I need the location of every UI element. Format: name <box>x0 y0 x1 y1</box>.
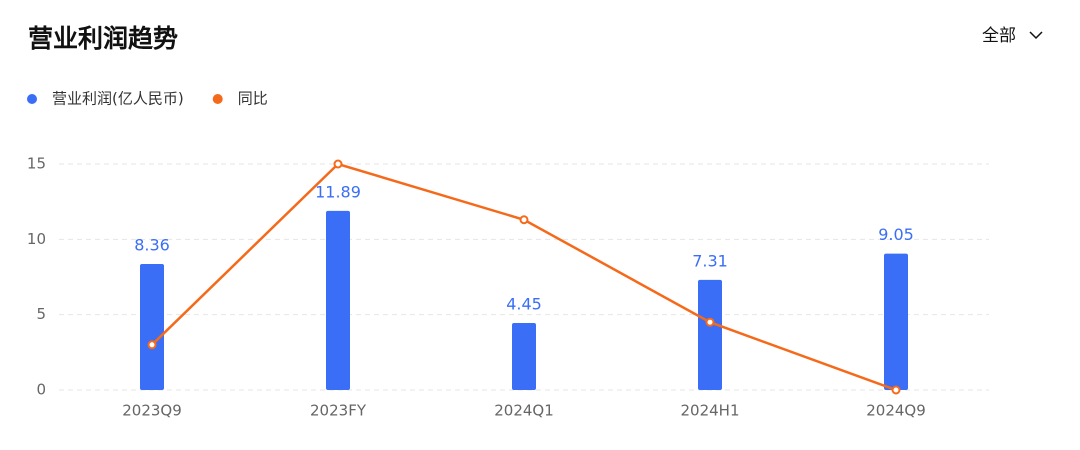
x-tick-label: 2024H1 <box>681 402 740 420</box>
legend-marker <box>212 94 223 104</box>
legend-label: 营业利润(亿人民币) <box>52 90 184 108</box>
legend-marker <box>27 94 37 104</box>
filter-dropdown[interactable]: 全部 <box>982 26 1043 46</box>
data-label: 11.89 <box>315 182 361 201</box>
line-point <box>891 385 901 395</box>
line-point <box>333 159 343 169</box>
bar <box>140 264 164 390</box>
line-point <box>519 215 529 225</box>
filter-label[interactable]: 全部 <box>982 26 1016 46</box>
y-tick-label: 15 <box>27 155 46 173</box>
bar <box>326 210 350 390</box>
y-tick-label: 5 <box>36 305 46 323</box>
chart-title: 营业利润趋势 <box>28 24 178 53</box>
bar <box>884 253 908 390</box>
data-label: 9.05 <box>878 225 914 244</box>
bar <box>698 279 722 390</box>
line-point <box>705 317 715 327</box>
data-label: 7.31 <box>692 251 728 270</box>
data-label: 4.45 <box>506 294 542 313</box>
data-label: 8.36 <box>134 236 170 255</box>
bar <box>512 322 536 390</box>
chevron[interactable] <box>1029 31 1043 40</box>
x-tick-label: 2023Q9 <box>122 402 182 420</box>
x-tick-label: 2024Q1 <box>494 402 554 420</box>
y-tick-label: 10 <box>27 230 46 248</box>
x-tick-label: 2024Q9 <box>866 402 926 420</box>
y-tick-label: 0 <box>36 381 46 399</box>
line-point <box>147 340 157 350</box>
legend-label: 同比 <box>238 90 268 108</box>
x-tick-label: 2023FY <box>310 402 367 420</box>
